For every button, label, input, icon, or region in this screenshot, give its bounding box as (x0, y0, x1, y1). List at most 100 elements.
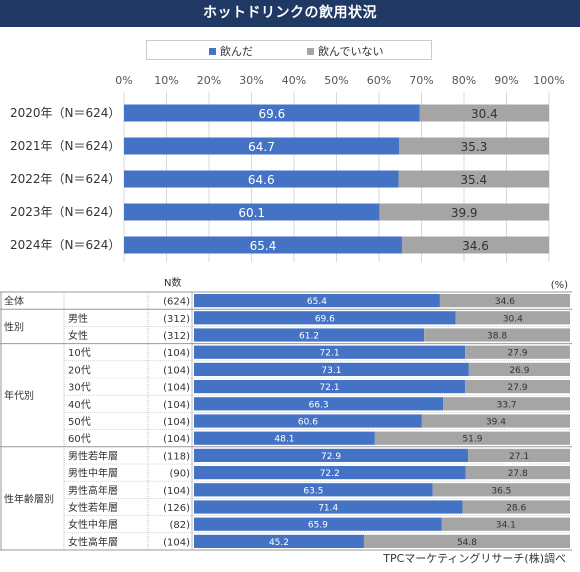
legend-label-not: 飲んでいない (318, 45, 384, 58)
legend-item-not: 飲んでいない (307, 43, 383, 59)
bar-drank (194, 397, 444, 411)
data-label: 38.8 (487, 332, 507, 342)
n-value: (90) (169, 469, 190, 480)
data-label: 60.6 (298, 418, 318, 428)
data-label: 73.1 (321, 366, 341, 376)
row-label: 20代 (68, 364, 91, 376)
bar-drank (194, 380, 466, 394)
data-label: 39.9 (451, 206, 478, 220)
bar-not (439, 294, 570, 308)
x-tick-label: 40% (282, 74, 306, 87)
data-label: 69.6 (315, 314, 335, 324)
bar-drank (194, 534, 364, 548)
chart-title: ホットドリンクの飲用状況 (0, 0, 580, 27)
bar-not (465, 345, 570, 359)
n-value: (104) (163, 537, 190, 548)
bar-drank (194, 483, 433, 497)
unit-label: (%) (551, 280, 568, 291)
bar-not (455, 311, 570, 325)
bar-not (443, 397, 570, 411)
data-label: 69.6 (259, 107, 286, 121)
x-tick-label: 90% (494, 74, 518, 87)
x-tick-label: 0% (115, 74, 132, 87)
legend-swatch-drank (209, 47, 216, 55)
n-value: (118) (163, 451, 190, 462)
data-label: 65.4 (307, 297, 327, 307)
bar-drank (194, 414, 422, 428)
data-label: 64.7 (248, 140, 275, 154)
bar-drank (194, 500, 463, 514)
category-label: 2023年（N＝624） (10, 205, 120, 219)
data-label: 27.1 (509, 452, 529, 462)
bar-not (379, 203, 549, 221)
data-label: 65.4 (250, 239, 277, 253)
data-label: 45.2 (269, 538, 289, 548)
row-label: 60代 (68, 433, 91, 445)
bar-drank (194, 448, 469, 462)
data-label: 35.3 (461, 140, 488, 154)
data-label: 34.6 (462, 239, 489, 253)
data-label: 30.4 (471, 107, 498, 121)
bar-drank (194, 362, 469, 376)
group-label: 年代別 (4, 389, 34, 402)
x-tick-label: 60% (367, 74, 391, 87)
row-label: 40代 (68, 399, 91, 411)
row-label: 女性若年層 (68, 501, 118, 514)
n-value: (624) (163, 297, 190, 308)
row-label: 男性中年層 (68, 467, 118, 480)
data-label: 48.1 (274, 435, 294, 445)
row-label: 男性高年層 (68, 484, 118, 497)
bar-drank (124, 104, 420, 122)
bar-not (424, 328, 570, 342)
data-label: 63.5 (303, 486, 323, 496)
row-label: 女性中年層 (68, 518, 118, 531)
data-label: 51.9 (462, 435, 482, 445)
n-value: (312) (163, 331, 190, 342)
x-tick-label: 50% (324, 74, 348, 87)
bar-drank (124, 203, 380, 221)
x-tick-label: 30% (239, 74, 263, 87)
data-label: 60.1 (238, 206, 265, 220)
data-label: 54.8 (457, 538, 477, 548)
data-label: 27.9 (508, 349, 528, 359)
bar-not (421, 414, 570, 428)
legend-item-drank: 飲んだ (209, 43, 253, 59)
x-tick-label: 10% (154, 74, 178, 87)
data-label: 26.9 (509, 366, 529, 376)
data-label: 64.6 (248, 173, 275, 187)
row-label: 男性若年層 (68, 449, 118, 462)
bar-drank (124, 236, 402, 254)
bar-not (468, 362, 570, 376)
data-label: 36.5 (491, 486, 511, 496)
data-label: 34.1 (496, 521, 516, 531)
data-label: 66.3 (309, 400, 329, 410)
data-label: 34.6 (495, 297, 515, 307)
bar-drank (194, 466, 466, 480)
legend-swatch-not (307, 47, 314, 55)
data-label: 35.4 (460, 173, 487, 187)
bar-drank (124, 137, 399, 155)
bar-not (398, 137, 549, 155)
x-tick-label: 80% (452, 74, 476, 87)
n-value: (104) (163, 434, 190, 445)
bar-drank (194, 294, 440, 308)
bar-drank (194, 431, 375, 445)
group-label: 全体 (4, 295, 24, 308)
legend-label-drank: 飲んだ (220, 45, 253, 58)
n-value: (82) (169, 520, 190, 531)
data-label: 65.9 (308, 521, 328, 531)
n-value: (312) (163, 314, 190, 325)
bar-not (465, 466, 570, 480)
n-value: (104) (163, 365, 190, 376)
row-label: 女性高年層 (68, 535, 118, 548)
bar-not (465, 380, 570, 394)
bar-not (374, 431, 570, 445)
source-note: TPCマーケティングリサーチ(株)調べ (383, 552, 566, 565)
bar-drank (194, 311, 456, 325)
data-label: 72.1 (320, 383, 340, 393)
yearly-bar-chart: 0% 10% 20% 30% 40% 50% 60% 70% 80% 90% 100% 2020年（N… (10, 74, 565, 262)
bar-drank (194, 517, 442, 531)
n-value: (126) (163, 503, 190, 514)
row-label: 女性 (68, 329, 88, 342)
data-label: 61.2 (299, 332, 319, 342)
